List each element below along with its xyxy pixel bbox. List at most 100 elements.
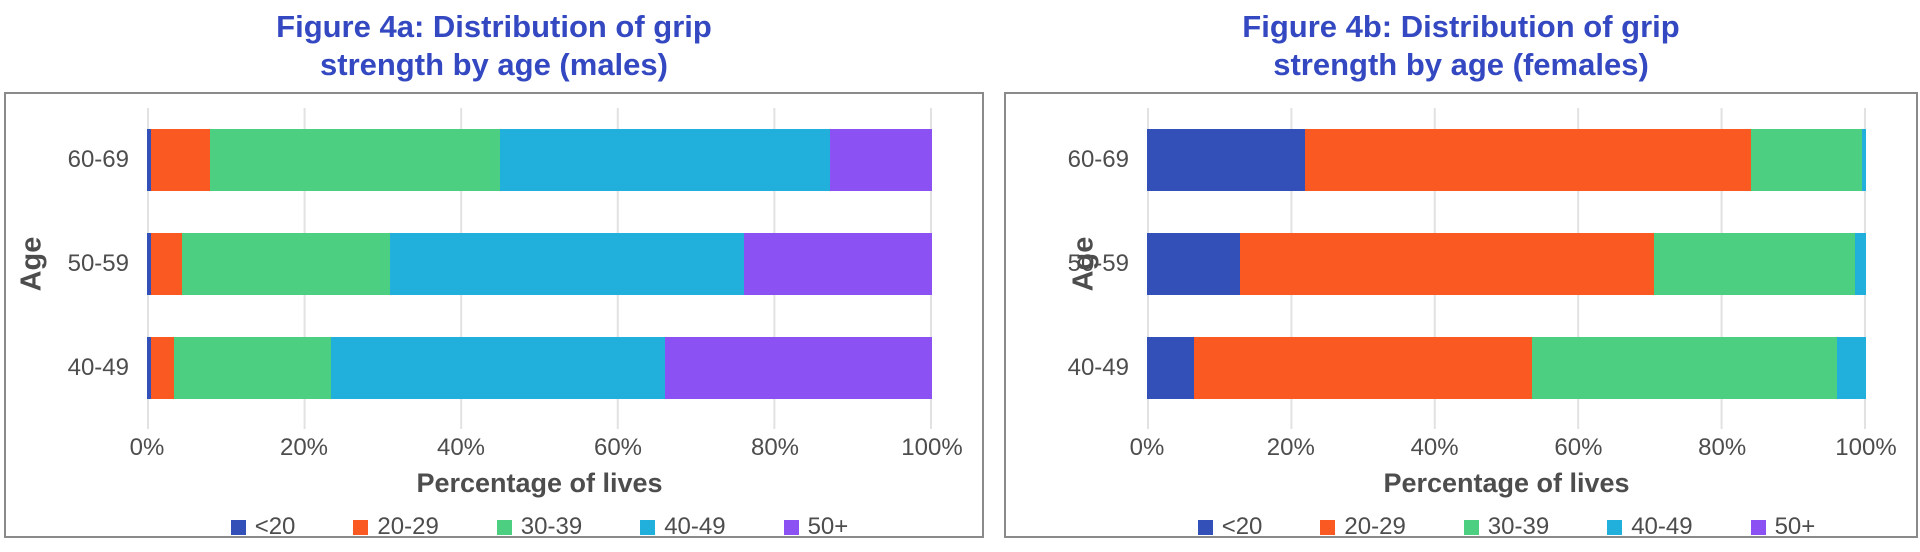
legend-swatch-20 [1197,519,1213,535]
bar-track-60-69 [147,129,932,191]
legend-swatch-40-49 [640,519,656,535]
legend-label: 20-29 [377,513,439,540]
legend-swatch-20-29 [353,519,369,535]
x-axis-tickmarks [1147,420,1866,429]
chart-title-line1: Figure 4a: Distribution of grip [276,9,712,44]
legend-label: 30-39 [520,513,583,540]
legend-item-30-39: 30-39 [1463,513,1550,541]
y-tick-label: 40-49 [1067,354,1129,381]
legend-label: 30-39 [1487,513,1550,540]
y-axis-title: Age [1067,236,1100,292]
legend-item-20-29: 20-29 [1320,513,1406,541]
legend: <20 20-29 30-39 40-49 50+ [1147,513,1866,541]
chart-title-line2: strength by age (females) [1273,47,1649,82]
bar-rows: 60-69 50-59 40-49 [1006,108,1916,420]
bar-segment-20 [147,337,151,399]
bar-track-50-59 [1147,233,1866,295]
figure-4b: Figure 4b: Distribution of grip strength… [1004,0,1918,541]
plot-area-males: 60-69 50-59 40-49 Age [6,108,982,429]
legend-label: <20 [1221,513,1263,540]
bar-segment-50 [665,337,932,399]
x-tick-label: 0% [129,434,165,461]
bar-track-40-49 [147,337,932,399]
chart-title-line1: Figure 4b: Distribution of grip [1242,9,1680,44]
bar-segment-20-29 [1305,129,1751,191]
chart-panel-females: 60-69 50-59 40-49 Age 0% 20% 40% 60% 80% 100% P… [1004,92,1918,541]
bar-rows: 60-69 50-59 40-49 [6,108,982,420]
bar-row-60-69: 60-69 [1006,108,1916,212]
legend-swatch-30-39 [496,519,512,535]
chart-title-line2: strength by age (males) [320,47,668,82]
x-tick-label: 80% [1698,434,1747,461]
x-tick-label: 20% [1266,434,1315,461]
legend-swatch-20-29 [1320,519,1336,535]
figure-4a: Figure 4a: Distribution of grip strength… [4,0,984,541]
x-tick-label: 60% [593,434,643,461]
bar-segment-20-29 [1240,233,1654,295]
plot-area-females: 60-69 50-59 40-49 Age [1006,108,1916,429]
bar-segment-40-49 [331,337,666,399]
y-tick-label: 60-69 [67,146,129,173]
bar-track-50-59 [147,233,932,295]
legend-swatch-40-49 [1607,519,1623,535]
x-axis-tickmarks [147,420,932,429]
bar-segment-20-29 [150,129,210,191]
legend-item-50: 50+ [1750,513,1815,541]
bar-segment-40-49 [1837,337,1866,399]
bar-segment-30-39 [182,233,391,295]
bar-segment-50 [829,129,932,191]
legend-item-30-39: 30-39 [496,513,583,541]
bar-segment-30-39 [209,129,501,191]
x-axis-tick-labels: 0% 20% 40% 60% 80% 100% [1130,434,1897,462]
bar-segment-20 [1147,129,1306,191]
x-tick-label: 40% [436,434,486,461]
x-axis-title: Percentage of lives [1383,468,1630,498]
x-tick-label: 40% [1410,434,1459,461]
bar-track-60-69 [1147,129,1866,191]
legend-item-40-49: 40-49 [1607,513,1693,541]
y-axis-title: Age [15,236,48,292]
legend-swatch-50 [783,519,799,535]
bar-segment-30-39 [1531,337,1838,399]
x-tick-label: 0% [1129,434,1165,461]
bar-segment-40-49 [500,129,830,191]
legend-label: 40-49 [664,513,726,540]
chart-title-males: Figure 4a: Distribution of grip strength… [4,0,984,92]
bar-segment-20-29 [1193,337,1532,399]
bar-segment-30-39 [174,337,332,399]
bar-segment-40-49 [1855,233,1866,295]
legend-item-50: 50+ [783,513,848,541]
legend-swatch-50 [1750,519,1766,535]
bar-track-40-49 [1147,337,1866,399]
legend-item-40-49: 40-49 [640,513,726,541]
legend-swatch-30-39 [1463,519,1479,535]
legend-label: 40-49 [1631,513,1693,540]
bar-row-40-49: 40-49 [1006,316,1916,420]
y-tick-label: 40-49 [67,354,129,381]
legend-swatch-20 [230,519,246,535]
bar-row-40-49: 40-49 [6,316,982,420]
x-tick-label: 20% [279,434,329,461]
bar-segment-40-49 [1862,129,1866,191]
bar-segment-20 [147,129,151,191]
bar-segment-20 [147,233,151,295]
bar-row-50-59: 50-59 [1006,212,1916,316]
y-tick-label: 60-69 [1067,146,1129,173]
bar-segment-50 [743,233,932,295]
chart-panel-males: 60-69 50-59 40-49 Age 0% 20% 40% 60% 80% 100% P… [4,92,984,541]
bar-segment-20 [1147,233,1241,295]
x-tick-label: 100% [901,434,963,461]
y-tick-label: 50-59 [1067,250,1129,277]
bar-segment-40-49 [390,233,744,295]
x-axis-title: Percentage of lives [416,468,663,498]
legend-item-20: <20 [1197,513,1263,541]
bar-segment-20-29 [150,337,175,399]
bar-row-50-59: 50-59 [6,212,982,316]
bar-segment-30-39 [1750,129,1863,191]
bar-segment-30-39 [1653,233,1856,295]
bar-segment-20 [1147,337,1194,399]
legend-label: <20 [254,513,296,540]
legend-item-20-29: 20-29 [353,513,439,541]
x-tick-label: 80% [750,434,800,461]
bar-segment-20-29 [150,233,183,295]
